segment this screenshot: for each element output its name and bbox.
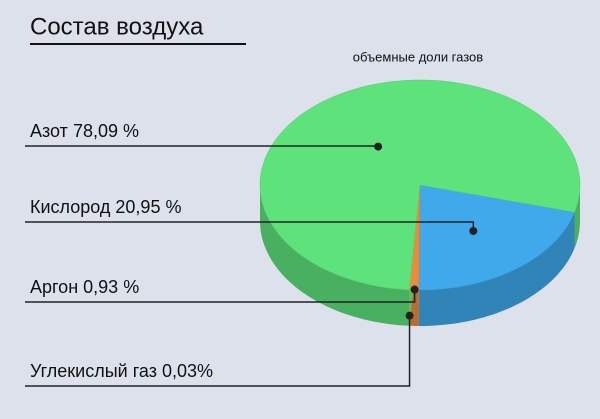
slice-label: Углекислый газ 0,03%	[30, 361, 213, 381]
leader-line	[25, 315, 411, 387]
leader-line	[25, 289, 416, 303]
slice-side	[418, 212, 575, 326]
category-name: Углекислый газ	[30, 361, 157, 381]
chart-title: Состав воздуха	[30, 13, 204, 40]
leader-dot	[469, 226, 478, 235]
chart-subtitle: объемные доли газов	[353, 49, 483, 64]
leader-line	[25, 145, 379, 147]
value-label: 78,09 %	[73, 121, 139, 141]
category-name: Аргон	[30, 277, 78, 297]
value-label: 0,03%	[162, 361, 213, 381]
leader-dot	[410, 285, 419, 294]
leader-dot	[405, 311, 414, 320]
slice	[259, 79, 581, 291]
slice-label: Аргон 0,93 %	[30, 277, 139, 297]
slice-label: Азот 78,09 %	[30, 121, 139, 141]
slice-label: Кислород 20,95 %	[30, 197, 181, 217]
slice-side	[260, 185, 410, 326]
value-label: 20,95 %	[115, 197, 181, 217]
category-name: Кислород	[30, 197, 111, 217]
category-name: Азот	[30, 121, 68, 141]
value-label: 0,93 %	[83, 277, 139, 297]
slice-side	[574, 185, 580, 249]
leader-dot	[374, 142, 383, 151]
slice	[418, 184, 575, 291]
